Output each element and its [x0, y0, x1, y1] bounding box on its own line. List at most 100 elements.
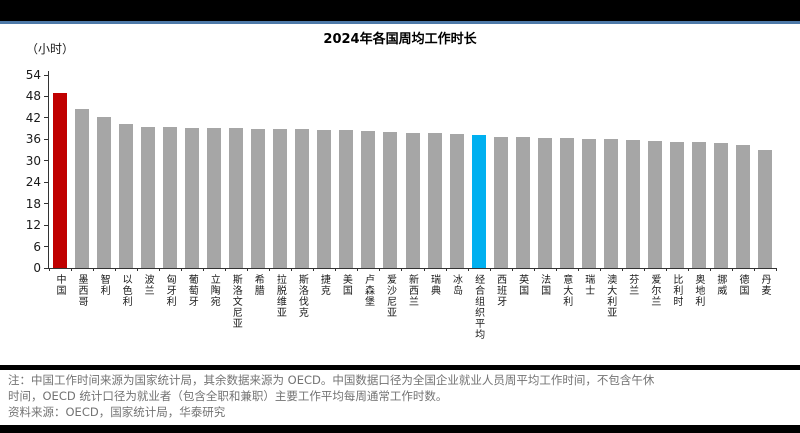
x-axis-tick-mark	[577, 268, 579, 271]
x-axis-label: 斯洛文尼亚	[230, 274, 242, 329]
bar	[713, 143, 728, 268]
x-axis-label: 德国	[736, 274, 748, 296]
x-axis-tick-mark	[313, 268, 315, 271]
x-axis-tick-mark	[159, 268, 161, 271]
x-axis-label: 挪威	[714, 274, 726, 296]
bar	[603, 139, 618, 268]
x-axis-tick-mark	[599, 268, 601, 271]
x-axis-label: 丹麦	[758, 274, 770, 296]
bar	[471, 135, 486, 268]
x-axis-tick-mark	[489, 268, 491, 271]
footnote-line-2: 时间，OECD 统计口径为就业者（包含全职和兼职）主要工作平均每周通常工作时数。	[8, 389, 448, 403]
bar	[757, 150, 772, 268]
x-axis-label: 冰岛	[450, 274, 462, 296]
x-axis-label: 芬兰	[626, 274, 638, 296]
x-axis-tick-mark	[555, 268, 557, 271]
y-axis-tick-label: 30	[25, 153, 41, 168]
x-axis-tick-mark	[731, 268, 733, 271]
x-axis-tick-mark	[203, 268, 205, 271]
y-axis-tick-mark	[44, 181, 48, 183]
x-axis-tick-mark	[643, 268, 645, 271]
bar	[669, 141, 684, 268]
x-axis-tick-mark	[357, 268, 359, 271]
bar	[449, 134, 464, 268]
y-axis-tick-label: 42	[25, 110, 41, 125]
bar	[251, 128, 266, 268]
footnote-line-3: 资料来源：OECD，国家统计局，华泰研究	[8, 405, 226, 419]
x-axis-label: 瑞士	[582, 274, 594, 296]
x-axis-label: 美国	[340, 274, 352, 296]
bar	[559, 137, 574, 268]
bar	[427, 133, 442, 268]
accent-divider-line	[0, 21, 800, 24]
x-axis-label: 爱尔兰	[648, 274, 660, 307]
x-axis-label: 匈牙利	[164, 274, 176, 307]
bar	[75, 108, 90, 268]
x-axis-tick-mark	[445, 268, 447, 271]
x-axis-label: 以色利	[120, 274, 132, 307]
x-axis-tick-mark	[665, 268, 667, 271]
y-axis-line	[48, 71, 49, 75]
x-axis-label: 墨西哥	[76, 274, 88, 307]
x-axis-tick-mark	[115, 268, 117, 271]
footnote-divider	[0, 365, 800, 370]
bar	[295, 129, 310, 268]
y-axis-tick-mark	[44, 203, 48, 205]
y-axis-tick-mark	[44, 74, 48, 76]
x-axis-tick-mark	[687, 268, 689, 271]
y-axis-unit-label: （小时）	[26, 42, 75, 56]
x-axis-tick-mark	[401, 268, 403, 271]
x-axis-label: 瑞典	[428, 274, 440, 296]
x-axis-tick-mark	[49, 268, 50, 271]
x-axis-tick-mark	[225, 268, 227, 271]
bar	[691, 142, 706, 268]
bar	[185, 127, 200, 268]
x-axis-label: 经合组织平均	[472, 274, 484, 340]
x-axis-tick-mark	[181, 268, 183, 271]
bar	[163, 127, 178, 268]
bar	[383, 131, 398, 268]
y-axis-tick-label: 18	[25, 196, 41, 211]
x-axis-tick-mark	[776, 268, 777, 271]
x-axis-tick-mark	[621, 268, 623, 271]
x-axis-label: 希腊	[252, 274, 264, 296]
y-axis-tick-mark	[44, 117, 48, 119]
x-axis-label: 意大利	[560, 274, 572, 307]
x-axis-tick-mark	[269, 268, 271, 271]
x-axis-label: 立陶宛	[208, 274, 220, 307]
x-axis-tick-mark	[93, 268, 95, 271]
x-axis-tick-mark	[709, 268, 711, 271]
bar	[647, 141, 662, 268]
bar	[339, 130, 354, 268]
x-axis-label: 智利	[98, 274, 110, 296]
bottom-border-bar	[0, 425, 800, 433]
y-axis-tick-label: 6	[33, 239, 41, 254]
y-axis-tick-label: 48	[25, 89, 41, 104]
bar	[405, 132, 420, 268]
x-axis-tick-mark	[379, 268, 381, 271]
x-axis-tick-mark	[137, 268, 139, 271]
y-axis-tick-label: 36	[25, 132, 41, 147]
x-axis-labels: 中国 墨西哥 智利 以色利 波兰 匈牙利 葡萄牙 立陶宛 斯洛文尼亚 希腊 拉脱维亚 斯洛伐克 捷克 美国…	[48, 274, 775, 366]
x-axis-label: 捷克	[318, 274, 330, 296]
y-axis-tick-mark	[44, 160, 48, 162]
x-axis-label: 斯洛伐克	[296, 274, 308, 318]
bar	[273, 129, 288, 268]
bar	[317, 129, 332, 268]
x-axis-tick-mark	[247, 268, 249, 271]
x-axis-label: 奥地利	[692, 274, 704, 307]
bar	[97, 117, 112, 268]
bar	[625, 140, 640, 268]
x-axis-tick-mark	[291, 268, 293, 271]
bar	[141, 126, 156, 268]
footnote-block: 注：中国工作时间来源为国家统计局，其余数据来源为 OECD。中国数据口径为全国企…	[8, 372, 796, 420]
x-axis-tick-mark	[753, 268, 755, 271]
y-axis-tick-label: 0	[33, 261, 41, 275]
y-axis-tick-label: 12	[25, 218, 41, 233]
x-axis-tick-mark	[71, 268, 73, 271]
x-axis-label: 中国	[54, 274, 65, 296]
x-axis-tick-mark	[467, 268, 469, 271]
bar	[581, 138, 596, 268]
bar	[537, 137, 552, 268]
